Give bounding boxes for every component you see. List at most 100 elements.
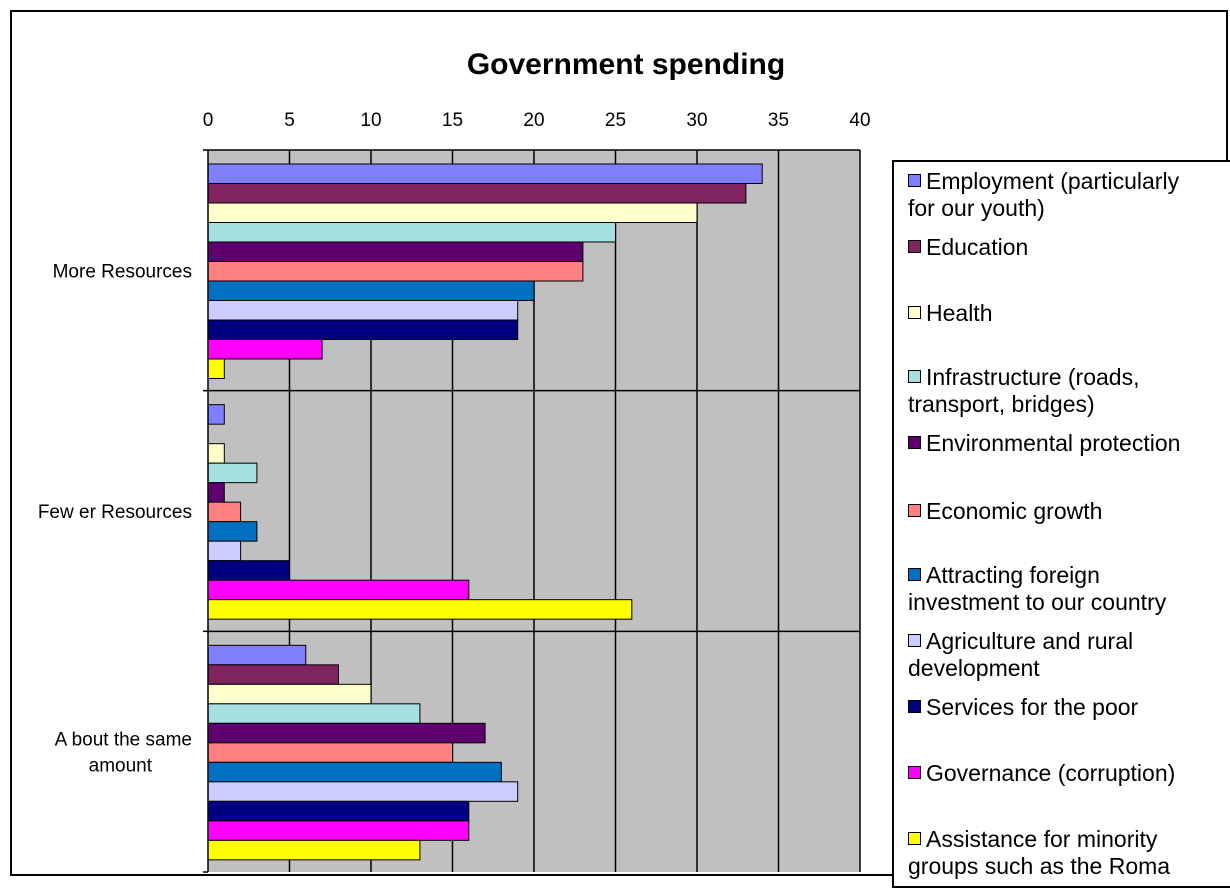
legend-swatch [908,832,921,845]
legend-label: Agriculture and rural [926,628,1134,654]
legend-label: Infrastructure (roads, [926,364,1140,390]
legend-label-line: Environmental protection [908,430,1228,457]
bar [207,280,535,301]
bar [207,339,323,360]
legend-label-line: Attracting foreign [908,562,1228,589]
legend-label-line: transport, bridges) [908,391,1228,418]
legend-label: investment to our country [908,589,1167,615]
x-tick-label: 40 [849,110,870,131]
legend-label-line: Health [908,300,1228,327]
legend-label: Economic growth [926,498,1103,524]
legend-swatch [908,174,921,187]
bar [207,521,258,542]
legend-label-line: Governance (corruption) [908,760,1228,787]
legend-label: groups such as the Roma [908,853,1171,879]
legend-label: development [908,655,1040,681]
legend-label-line: Infrastructure (roads, [908,364,1228,391]
legend-swatch [908,504,921,517]
x-tick-label: 15 [442,110,463,131]
legend-item: Health [908,300,1228,327]
x-tick-label: 10 [360,110,381,131]
legend-label-line: Employment (particularly [908,168,1228,195]
legend-label-line: development [908,655,1228,682]
bar [207,781,519,802]
category-label: Few er Resources [38,502,192,523]
bar [207,241,584,262]
bar [207,404,225,425]
x-tick-label: 35 [768,110,789,131]
legend-item: Environmental protection [908,430,1228,457]
legend-label: for our youth) [908,195,1045,221]
legend-label-line: Education [908,234,1228,261]
x-tick-label: 30 [686,110,707,131]
legend-label: transport, bridges) [908,391,1095,417]
legend-item: Governance (corruption) [908,760,1228,787]
legend-label: Environmental protection [926,430,1181,456]
bar [207,683,372,705]
bar [207,800,470,822]
bar [207,820,470,841]
bar [207,599,633,620]
bar [207,319,519,340]
chart-svg: Government spending 0 5 10 15 20 25 30 35 40 More… [38,48,871,873]
legend-swatch [908,568,921,581]
legend-swatch [908,634,921,647]
bar [207,358,225,379]
legend-label: Services for the poor [926,694,1139,720]
bar [207,222,616,243]
legend-swatch [908,766,921,779]
category-label-line: Few er Resources [38,502,192,523]
category-label-line: More Resources [53,261,192,282]
legend-swatch [908,240,921,253]
legend-label-line: Assistance for minority [908,826,1228,853]
legend: Employment (particularly for our youth) Ed… [892,160,1230,888]
legend-label: Assistance for minority [926,826,1158,852]
legend-label: Governance (corruption) [926,760,1176,786]
legend-item: Infrastructure (roads, transport, bridges… [908,364,1228,418]
category-label: More Resources [53,261,192,282]
x-tick-label: 20 [523,110,544,131]
bar [207,443,225,464]
plot-area: 0 5 10 15 20 25 30 35 40 More Resources Few er Res… [38,110,871,873]
bar [207,462,258,484]
bar [207,742,453,763]
legend-item: Assistance for minority groups such as th… [908,826,1228,880]
legend-label-line: investment to our country [908,589,1228,616]
legend-label-line: Economic growth [908,498,1228,525]
legend-item: Employment (particularly for our youth) [908,168,1228,222]
chart-frame: Government spending 0 5 10 15 20 25 30 35 40 More… [10,10,1230,888]
category-label: A bout the same amount [55,730,192,777]
legend-label-line: groups such as the Roma [908,853,1228,880]
legend-label: Education [926,234,1029,260]
legend-item: Education [908,234,1228,261]
bar [207,300,519,321]
legend-label: Employment (particularly [926,168,1180,194]
legend-swatch [908,370,921,383]
legend-swatch [908,700,921,713]
bar [207,839,421,861]
bar [207,664,339,685]
bar [207,560,290,581]
legend-swatch [908,306,921,319]
bar [207,202,698,223]
x-tick-label: 25 [605,110,626,131]
bar [207,261,584,282]
bar [207,183,747,204]
category-label-line: amount [89,756,153,777]
legend-item: Agriculture and rural development [908,628,1228,682]
bar [207,482,225,503]
legend-item: Attracting foreign investment to our coun… [908,562,1228,616]
bar [207,722,486,744]
chart-title: Government spending [467,48,785,81]
x-tick-label: 0 [203,110,214,131]
category-label-line: A bout the same [55,730,192,751]
legend-label-line: Services for the poor [908,694,1228,721]
bar [207,501,242,523]
bar [207,540,242,562]
bar [207,644,307,666]
legend-label: Health [926,300,993,326]
legend-label-line: Agriculture and rural [908,628,1228,655]
x-tick-label: 5 [284,110,295,131]
legend-item: Economic growth [908,498,1228,525]
bar [207,703,421,724]
